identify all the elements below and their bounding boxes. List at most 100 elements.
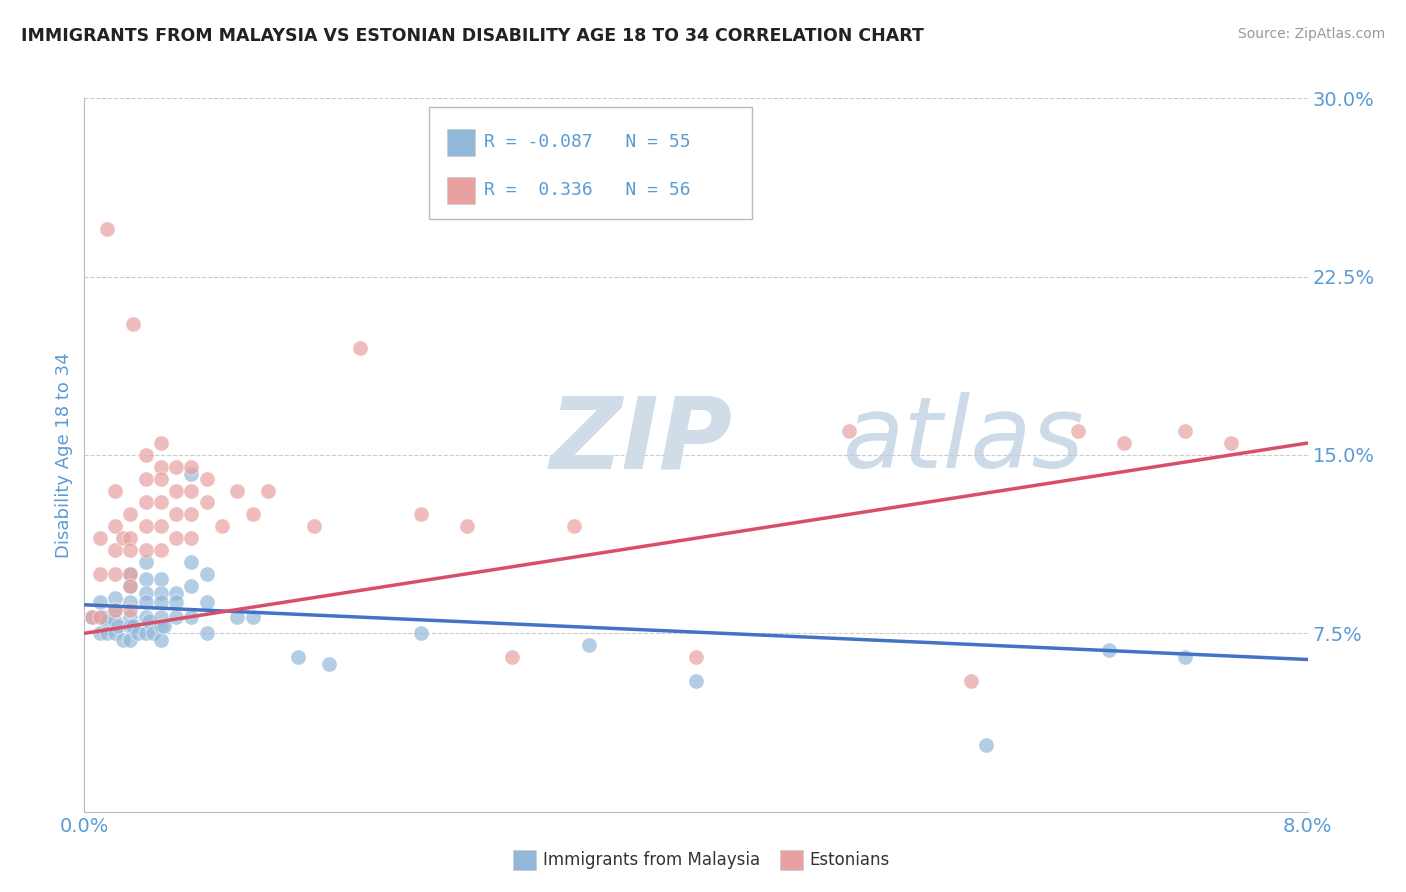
Point [180, 579, 202, 593]
Point [165, 508, 187, 522]
Text: ZIP: ZIP [550, 392, 733, 489]
Point [135, 495, 157, 509]
Point [89, 566, 111, 581]
Point [89, 626, 111, 640]
Point [122, 619, 145, 633]
Point [122, 317, 145, 331]
Point [135, 572, 157, 586]
Point [135, 595, 157, 609]
Point [127, 626, 149, 640]
Point [409, 508, 432, 522]
Point [149, 595, 172, 609]
Point [149, 436, 172, 450]
Point [120, 543, 142, 558]
Point [226, 609, 249, 624]
Point [120, 579, 142, 593]
Point [149, 586, 172, 600]
Point [80, 609, 103, 624]
Point [120, 595, 142, 609]
Point [149, 609, 172, 624]
Point [135, 448, 157, 462]
Point [226, 483, 249, 498]
Point [120, 508, 142, 522]
Point [120, 602, 142, 616]
Point [135, 555, 157, 569]
Point [349, 341, 371, 355]
Point [104, 602, 127, 616]
Point [135, 519, 157, 533]
Point [135, 586, 157, 600]
Point [80, 609, 103, 624]
Point [149, 472, 172, 486]
Point [165, 586, 187, 600]
Point [120, 619, 142, 633]
Point [89, 595, 111, 609]
Point [242, 508, 264, 522]
Point [838, 424, 860, 438]
Point [138, 615, 160, 629]
Point [104, 591, 127, 605]
Point [120, 579, 142, 593]
Text: Estonians: Estonians [810, 851, 890, 869]
Y-axis label: Disability Age 18 to 34: Disability Age 18 to 34 [55, 352, 73, 558]
Point [120, 609, 142, 624]
Point [685, 673, 707, 688]
Point [180, 555, 202, 569]
Point [318, 657, 340, 672]
Point [149, 543, 172, 558]
Point [165, 595, 187, 609]
Point [195, 595, 218, 609]
Point [120, 633, 142, 648]
Point [120, 531, 142, 545]
Point [96, 626, 118, 640]
Point [195, 626, 218, 640]
Point [195, 472, 218, 486]
Point [180, 531, 202, 545]
Point [149, 619, 172, 633]
Point [1220, 436, 1243, 450]
Point [135, 472, 157, 486]
Point [578, 638, 600, 652]
Point [456, 519, 478, 533]
Point [149, 633, 172, 648]
Point [153, 619, 176, 633]
Point [149, 572, 172, 586]
Point [111, 633, 134, 648]
Point [149, 519, 172, 533]
Point [257, 483, 280, 498]
Point [96, 615, 118, 629]
Point [142, 626, 165, 640]
Point [685, 650, 707, 665]
Point [287, 650, 309, 665]
Point [180, 508, 202, 522]
Text: R =  0.336   N = 56: R = 0.336 N = 56 [484, 181, 690, 200]
Point [104, 519, 127, 533]
Point [104, 483, 127, 498]
Point [211, 519, 233, 533]
Point [562, 519, 585, 533]
Point [1114, 436, 1136, 450]
Point [107, 619, 129, 633]
Text: Immigrants from Malaysia: Immigrants from Malaysia [543, 851, 759, 869]
Point [1174, 424, 1197, 438]
Point [165, 459, 187, 474]
Point [501, 650, 523, 665]
Point [111, 531, 134, 545]
Point [104, 626, 127, 640]
Point [91, 609, 114, 624]
Point [96, 222, 118, 236]
Point [104, 543, 127, 558]
Point [165, 483, 187, 498]
Point [302, 519, 325, 533]
Point [1067, 424, 1090, 438]
Point [180, 459, 202, 474]
Point [180, 609, 202, 624]
Point [165, 531, 187, 545]
Point [120, 566, 142, 581]
Text: atlas: atlas [842, 392, 1084, 489]
Point [409, 626, 432, 640]
Point [960, 673, 983, 688]
Point [149, 459, 172, 474]
Point [195, 495, 218, 509]
Point [976, 738, 998, 752]
